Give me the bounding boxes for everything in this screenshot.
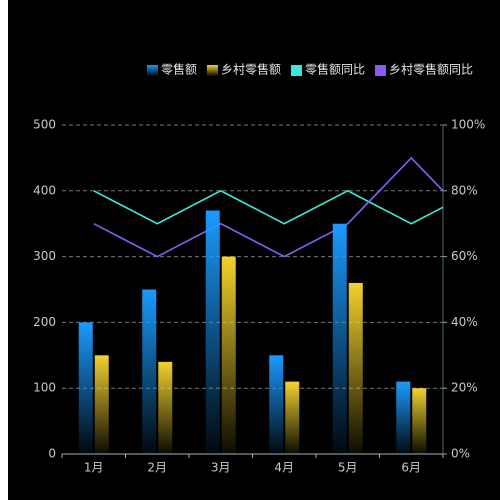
- legend-label: 零售额: [161, 62, 197, 77]
- x-tick-label: 1月: [84, 461, 104, 475]
- chart: 0 100 200 300 400 500 0% 20% 40% 60% 80% 100% 1月 2月 3月…: [33, 62, 485, 475]
- x-tick-label: 6月: [401, 461, 421, 475]
- bar: [142, 289, 157, 454]
- bar: [221, 256, 236, 454]
- legend-label: 乡村零售额同比: [389, 62, 473, 77]
- legend-swatch: [146, 65, 158, 76]
- y2-tick-label: 0%: [451, 447, 470, 461]
- bar: [285, 381, 300, 454]
- bar: [332, 223, 347, 454]
- line: [93, 156, 443, 258]
- legend-label: 零售额同比: [305, 62, 365, 77]
- legend-swatch: [374, 65, 386, 76]
- bar: [205, 210, 220, 454]
- y-tick-label: 500: [33, 118, 56, 132]
- legend-swatch: [290, 65, 302, 76]
- y-tick-label: 300: [33, 249, 56, 263]
- bar: [158, 361, 173, 454]
- bar: [396, 381, 411, 454]
- x-tick-label: 4月: [274, 461, 294, 475]
- legend-swatch: [206, 65, 218, 76]
- bar: [94, 355, 109, 454]
- chart-container: 0 100 200 300 400 500 0% 20% 40% 60% 80% 100% 1月 2月 3月…: [8, 0, 500, 500]
- bar: [269, 355, 284, 454]
- y-tick-label: 100: [33, 381, 56, 395]
- y-tick-label: 0: [48, 447, 56, 461]
- y-tick-label: 400: [33, 183, 56, 197]
- y-tick-label: 200: [33, 315, 56, 329]
- line: [93, 189, 443, 225]
- y2-tick-label: 60%: [451, 249, 478, 263]
- y2-tick-label: 100%: [451, 118, 485, 132]
- legend-label: 乡村零售额: [221, 62, 281, 77]
- bar: [348, 282, 363, 454]
- bar: [78, 322, 93, 454]
- y2-tick-label: 20%: [451, 381, 478, 395]
- bar: [412, 388, 427, 454]
- y2-tick-label: 40%: [451, 315, 478, 329]
- x-tick-label: 5月: [338, 461, 358, 475]
- x-tick-label: 3月: [211, 461, 231, 475]
- plot: [93, 156, 443, 258]
- y2-tick-label: 80%: [451, 183, 478, 197]
- x-tick-label: 2月: [147, 461, 167, 475]
